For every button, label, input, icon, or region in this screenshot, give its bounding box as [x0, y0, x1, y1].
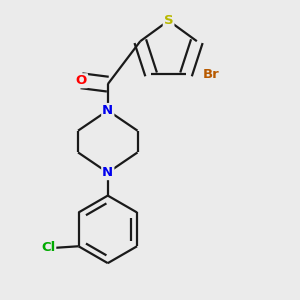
- Text: Br: Br: [203, 68, 220, 81]
- Text: S: S: [164, 14, 173, 27]
- Text: N: N: [102, 166, 113, 179]
- Text: Cl: Cl: [41, 242, 55, 254]
- Text: N: N: [102, 104, 113, 117]
- Text: O: O: [76, 74, 87, 87]
